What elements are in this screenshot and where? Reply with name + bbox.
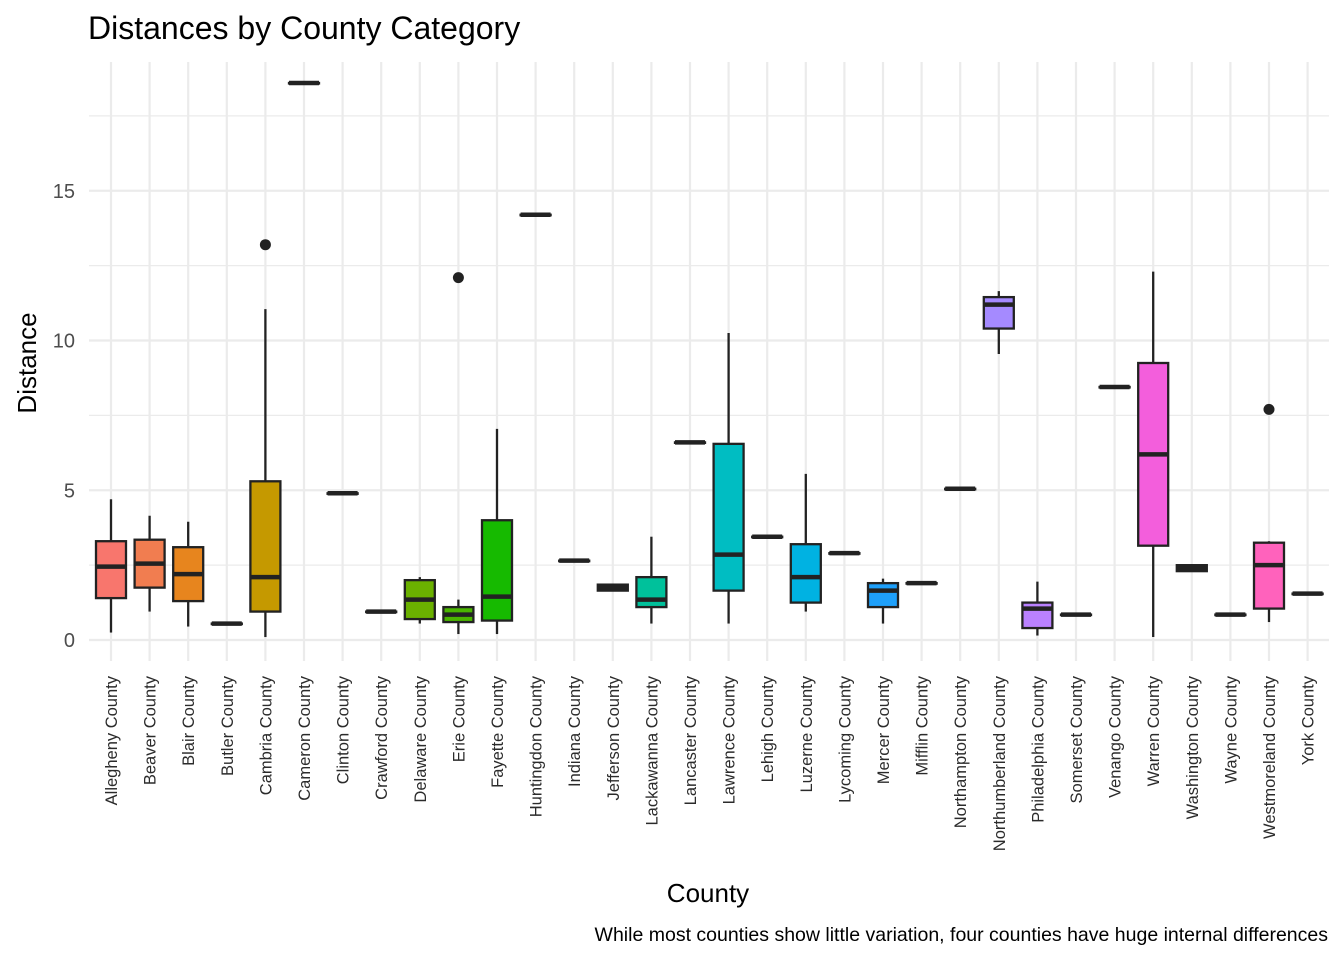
- x-tick-label: Warren County: [1145, 675, 1163, 786]
- box-iqr: [712, 442, 745, 592]
- x-tick-label: Lehigh County: [759, 675, 777, 782]
- x-tick-label: Crawford County: [373, 675, 391, 800]
- y-tick-label: 5: [64, 480, 75, 502]
- axis-ticks: 0 5 10 15 Allegheny County Beaver County Blair…: [53, 181, 1318, 851]
- outlier-point: [452, 272, 464, 284]
- box-beaver-county: [133, 515, 166, 612]
- box-indiana-county: [558, 558, 591, 563]
- box-allegheny-county: [94, 499, 128, 633]
- x-tick-label: Lackawanna County: [643, 675, 661, 825]
- box-huntingdon-county: [519, 212, 552, 217]
- box-iqr: [480, 519, 514, 622]
- x-tick-label: Allegheny County: [103, 675, 121, 805]
- x-axis-title: County: [667, 878, 749, 908]
- box-iqr: [635, 575, 668, 609]
- box-cambria-county: [249, 239, 282, 638]
- box-washington-county: [1175, 564, 1208, 573]
- box-cameron-county: [287, 80, 321, 86]
- box-iqr: [789, 543, 822, 604]
- x-tick-label: Philadelphia County: [1029, 675, 1047, 823]
- box-somerset-county: [1059, 612, 1093, 617]
- box-luzerne-county: [789, 473, 822, 612]
- x-tick-label: York County: [1300, 675, 1318, 765]
- box-wayne-county: [1214, 612, 1247, 617]
- box-crawford-county: [365, 609, 398, 614]
- x-tick-label: Cameron County: [296, 675, 314, 800]
- x-tick-label: Northampton County: [952, 675, 970, 828]
- x-tick-label: Huntingdon County: [528, 675, 546, 817]
- box-clinton-county: [326, 491, 359, 496]
- box-venango-county: [1098, 384, 1131, 390]
- box-fayette-county: [480, 428, 514, 635]
- x-tick-label: Westmoreland County: [1261, 675, 1279, 839]
- x-tick-label: Lawrence County: [721, 675, 739, 804]
- x-tick-label: Lancaster County: [682, 675, 700, 805]
- box-northumberland-county: [982, 291, 1015, 355]
- x-tick-label: Somerset County: [1068, 675, 1086, 803]
- box-iqr: [94, 540, 128, 600]
- x-tick-label: Mercer County: [875, 675, 893, 784]
- box-iqr: [249, 480, 282, 613]
- x-tick-label: Butler County: [219, 675, 237, 776]
- y-tick-label: 10: [53, 331, 75, 353]
- box-delaware-county: [403, 577, 436, 624]
- x-tick-label: Blair County: [180, 675, 198, 766]
- box-iqr: [1252, 541, 1286, 610]
- box-westmoreland-county: [1252, 403, 1286, 623]
- box-lycoming-county: [828, 550, 861, 556]
- box-blair-county: [172, 521, 205, 627]
- box-marks: [94, 80, 1324, 638]
- box-lawrence-county: [712, 333, 745, 624]
- box-lehigh-county: [751, 534, 784, 539]
- y-axis-title: Distance: [12, 312, 42, 413]
- x-tick-label: Delaware County: [412, 675, 430, 802]
- box-warren-county: [1137, 271, 1170, 638]
- box-northampton-county: [944, 486, 977, 492]
- box-iqr: [982, 295, 1015, 330]
- y-tick-label: 15: [53, 181, 75, 203]
- x-tick-label: Clinton County: [335, 675, 353, 784]
- box-jefferson-county: [596, 583, 629, 592]
- box-iqr: [866, 581, 900, 609]
- x-tick-label: Cambria County: [257, 675, 275, 795]
- box-lackawanna-county: [635, 536, 668, 624]
- chart-caption: While most counties show little variatio…: [595, 924, 1329, 946]
- box-mercer-county: [866, 578, 900, 624]
- x-tick-label: Lycoming County: [836, 675, 854, 803]
- x-tick-label: Indiana County: [566, 675, 584, 787]
- x-tick-label: Luzerne County: [798, 675, 816, 792]
- x-tick-label: Jefferson County: [605, 675, 623, 800]
- box-philadelphia-county: [1021, 581, 1054, 636]
- x-tick-label: Fayette County: [489, 675, 507, 788]
- box-butler-county: [210, 621, 243, 626]
- outlier-point: [1263, 403, 1275, 415]
- chart-title: Distances by County Category: [88, 10, 520, 46]
- x-tick-label: Beaver County: [142, 675, 160, 785]
- x-tick-label: Erie County: [450, 675, 468, 762]
- x-tick-label: Venango County: [1107, 675, 1125, 798]
- y-tick-label: 0: [64, 630, 75, 652]
- box-mifflin-county: [905, 580, 938, 586]
- x-tick-label: Wayne County: [1222, 675, 1240, 783]
- box-erie-county: [442, 272, 475, 635]
- box-lancaster-county: [673, 440, 707, 445]
- box-york-county: [1291, 591, 1324, 596]
- x-tick-label: Northumberland County: [991, 675, 1009, 851]
- x-tick-label: Washington County: [1184, 675, 1202, 819]
- x-tick-label: Mifflin County: [914, 675, 932, 775]
- outlier-point: [259, 239, 271, 251]
